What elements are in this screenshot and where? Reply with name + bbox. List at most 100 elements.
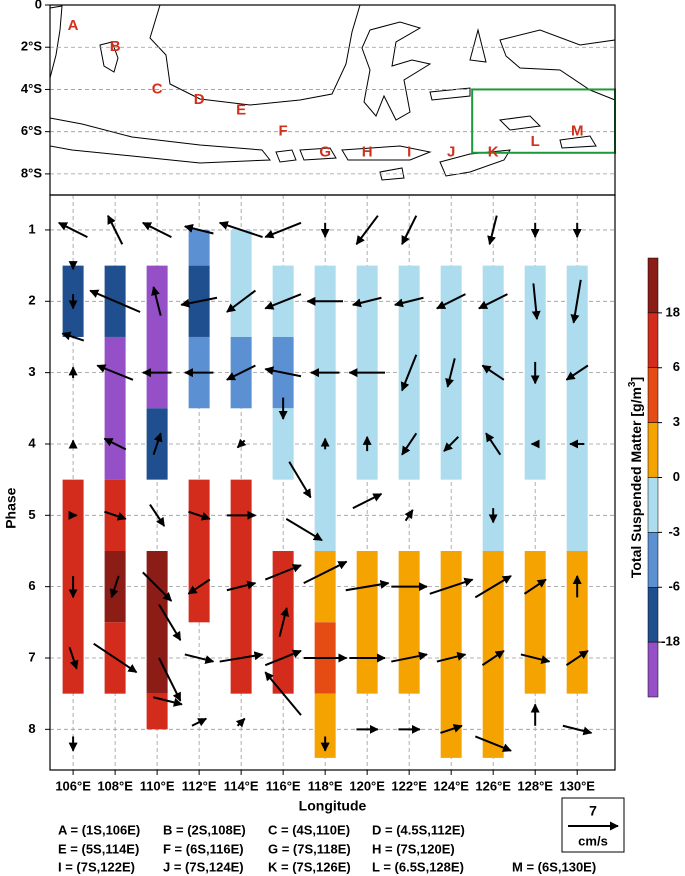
colorbar-box bbox=[647, 587, 659, 643]
colorbar-box bbox=[647, 312, 659, 368]
x-tick-label: 128°E bbox=[517, 778, 553, 793]
x-tick-label: 110°E bbox=[140, 778, 175, 793]
current-vector bbox=[436, 293, 466, 310]
x-axis-label: Longitude bbox=[299, 798, 367, 814]
current-vector bbox=[183, 223, 214, 235]
y-tick-label: 3 bbox=[28, 364, 35, 379]
colorbar-tick-label: 6 bbox=[673, 359, 680, 374]
current-vector bbox=[523, 578, 547, 595]
current-vector bbox=[93, 642, 138, 674]
current-vector bbox=[180, 296, 218, 308]
current-vector bbox=[184, 653, 215, 664]
current-vector bbox=[565, 650, 589, 666]
current-vector bbox=[445, 358, 456, 388]
tsm-cell bbox=[482, 265, 504, 551]
map-lat-label: 8°S bbox=[21, 165, 42, 180]
location-letter: A bbox=[68, 17, 79, 34]
current-vector bbox=[61, 331, 85, 342]
location-letter: H bbox=[362, 144, 373, 161]
tsm-cell bbox=[440, 550, 462, 758]
current-vector bbox=[565, 364, 589, 381]
location-letter: L bbox=[531, 133, 540, 150]
location-legend: D = (4.5S,112E) bbox=[372, 822, 465, 837]
current-vector bbox=[68, 646, 79, 670]
tsm-cell bbox=[188, 229, 210, 266]
tsm-cell bbox=[272, 408, 294, 480]
location-legend: F = (6S,116E) bbox=[163, 841, 244, 856]
tsm-cell bbox=[356, 550, 378, 694]
current-vector bbox=[188, 510, 211, 521]
colorbar-box bbox=[647, 422, 659, 478]
y-tick-label: 8 bbox=[28, 721, 35, 736]
y-tick-label: 4 bbox=[28, 435, 36, 450]
current-vector bbox=[96, 364, 134, 381]
colorbar-box bbox=[647, 257, 659, 314]
location-legend: L = (6.5S,128E) bbox=[372, 859, 464, 874]
current-vector bbox=[531, 283, 541, 321]
location-legend: C = (4S,110E) bbox=[268, 822, 350, 837]
current-vector bbox=[191, 717, 208, 727]
colorbar-tick-label: 0 bbox=[673, 469, 680, 484]
x-tick-label: 116°E bbox=[266, 778, 301, 793]
location-legend: M = (6S,130E) bbox=[512, 859, 596, 874]
location-legend: A = (1S,106E) bbox=[58, 822, 140, 837]
current-vector bbox=[394, 296, 424, 308]
location-legend: J = (7S,124E) bbox=[163, 859, 244, 874]
location-legend: E = (5S,114E) bbox=[58, 841, 139, 856]
tsm-cell bbox=[314, 265, 336, 551]
current-vector bbox=[355, 215, 379, 245]
x-tick-label: 106°E bbox=[55, 778, 91, 793]
current-vector bbox=[278, 607, 290, 637]
current-vector bbox=[264, 221, 302, 239]
y-tick-label: 7 bbox=[28, 649, 35, 664]
plot-frame bbox=[49, 194, 616, 771]
current-vector bbox=[264, 671, 302, 716]
y-tick-label: 2 bbox=[28, 293, 35, 308]
colorbar-tick-label: 3 bbox=[673, 414, 680, 429]
tsm-cell bbox=[398, 550, 420, 694]
current-vector bbox=[236, 438, 247, 449]
location-letter: C bbox=[152, 80, 163, 97]
location-legend: B = (2S,108E) bbox=[163, 822, 246, 837]
current-vector bbox=[474, 575, 512, 599]
current-vector bbox=[391, 651, 428, 663]
current-vector bbox=[485, 432, 502, 456]
current-vector bbox=[264, 366, 302, 378]
map-lat-label: 4°S bbox=[21, 81, 42, 96]
x-tick-label: 130°E bbox=[559, 778, 595, 793]
reference-value: 7 bbox=[589, 803, 597, 819]
location-letter: K bbox=[488, 144, 499, 161]
tsm-cell bbox=[314, 693, 336, 758]
tsm-cell bbox=[104, 336, 126, 480]
current-vector bbox=[152, 432, 163, 456]
colorbar-tick-label: -18 bbox=[661, 634, 680, 649]
current-vector bbox=[440, 724, 463, 734]
current-vector bbox=[264, 649, 302, 667]
location-letter: J bbox=[447, 144, 455, 161]
reference-box bbox=[561, 797, 625, 853]
tsm-cell bbox=[566, 265, 588, 551]
map-lat-label: 2°S bbox=[21, 39, 42, 54]
location-letter: E bbox=[236, 102, 246, 119]
current-vector bbox=[109, 575, 120, 599]
y-axis-label: Phase bbox=[3, 487, 19, 528]
current-vector bbox=[226, 580, 257, 592]
map-lat-label: 6°S bbox=[21, 123, 42, 138]
location-letter: F bbox=[279, 123, 288, 140]
current-vector bbox=[285, 518, 323, 542]
current-vector bbox=[103, 437, 127, 451]
current-vector bbox=[487, 215, 498, 246]
current-vector bbox=[58, 221, 88, 238]
current-vector bbox=[158, 657, 182, 702]
colorbar-label: Total Suspended Matter [g/m3] bbox=[627, 377, 644, 578]
current-vector bbox=[226, 364, 256, 381]
current-vector bbox=[264, 564, 302, 581]
colorbar-box bbox=[647, 367, 659, 423]
tsm-cell bbox=[146, 693, 168, 730]
current-vector bbox=[107, 214, 124, 245]
current-vector bbox=[481, 364, 505, 381]
location-legend: G = (7S,118E) bbox=[268, 841, 351, 856]
x-tick-label: 126°E bbox=[475, 778, 511, 793]
tsm-cell bbox=[524, 550, 546, 694]
